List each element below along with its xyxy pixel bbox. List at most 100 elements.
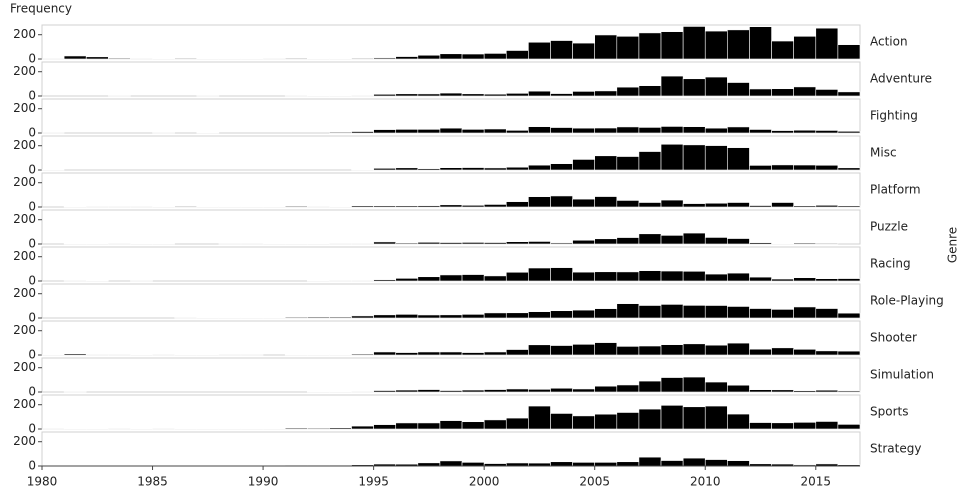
bar (396, 94, 418, 96)
facet-label: Strategy (870, 442, 921, 456)
bar (462, 422, 484, 429)
y-tick-label: 200 (13, 212, 36, 226)
bar (639, 381, 661, 392)
bar (727, 148, 749, 170)
bar (617, 87, 639, 96)
bar (573, 240, 595, 244)
bar (418, 390, 440, 392)
bar (352, 58, 374, 59)
bar (528, 127, 550, 133)
bar (749, 129, 771, 133)
bar (772, 309, 794, 318)
facet-label: Racing (870, 257, 911, 271)
bar (683, 407, 705, 429)
bar (573, 128, 595, 133)
bar (705, 146, 727, 170)
bar (816, 351, 838, 355)
x-tick-label: 2000 (469, 475, 500, 489)
bar (727, 203, 749, 207)
bar (506, 93, 528, 96)
bar (550, 94, 572, 96)
x-tick-label: 2005 (579, 475, 610, 489)
bar (595, 156, 617, 170)
bar (772, 390, 794, 392)
bar (528, 165, 550, 170)
bar (749, 423, 771, 429)
bar (374, 425, 396, 429)
bar (639, 234, 661, 244)
bar (617, 157, 639, 170)
bar (772, 131, 794, 133)
y-tick-label: 200 (13, 323, 36, 337)
bar (130, 280, 152, 281)
bar (573, 272, 595, 281)
bar (396, 314, 418, 318)
bar (794, 349, 816, 355)
bar (285, 317, 307, 318)
bar (573, 159, 595, 170)
facet-label: Role-Playing (870, 294, 944, 308)
bar (639, 86, 661, 96)
bar (462, 168, 484, 170)
bar (440, 205, 462, 207)
bar (374, 352, 396, 355)
x-tick-label: 1990 (248, 475, 279, 489)
bar (573, 310, 595, 318)
bar (727, 461, 749, 466)
facet-label: Shooter (870, 331, 917, 345)
facet-label: Sports (870, 405, 908, 419)
bar (661, 32, 683, 59)
bar (550, 346, 572, 355)
bar (617, 272, 639, 281)
y-tick-label: 200 (13, 286, 36, 300)
bar (727, 273, 749, 281)
bar (307, 206, 329, 207)
bar (617, 238, 639, 244)
bar (528, 91, 550, 96)
bar (374, 94, 396, 96)
bar (838, 424, 860, 429)
bar (374, 391, 396, 392)
bar (816, 130, 838, 133)
bar (816, 243, 838, 244)
facet-label: Puzzle (870, 220, 908, 234)
bar (285, 58, 307, 59)
y-tick-label: 200 (13, 27, 36, 41)
bar (749, 243, 771, 244)
bar (749, 165, 771, 170)
bar (108, 58, 130, 59)
bar (772, 41, 794, 59)
bar (749, 89, 771, 96)
bar (550, 164, 572, 170)
bar (727, 30, 749, 59)
bar (352, 316, 374, 318)
bar (506, 202, 528, 207)
bar (661, 76, 683, 96)
bar (617, 462, 639, 466)
bar (639, 409, 661, 429)
bar (838, 168, 860, 170)
bar (617, 127, 639, 133)
bar (352, 206, 374, 207)
bar (506, 389, 528, 392)
bar (108, 206, 130, 207)
bar (661, 126, 683, 133)
bar (484, 204, 506, 207)
bar (749, 309, 771, 318)
bar (705, 460, 727, 466)
bar (86, 354, 108, 355)
bar (838, 131, 860, 133)
bar (550, 311, 572, 318)
bar (661, 144, 683, 170)
x-tick-label: 1995 (358, 475, 389, 489)
bar (440, 315, 462, 318)
bar (683, 344, 705, 355)
bar (816, 165, 838, 170)
bar (484, 94, 506, 96)
bar (528, 268, 550, 281)
bar (838, 45, 860, 59)
bar (484, 276, 506, 281)
bar (705, 406, 727, 429)
bar (794, 165, 816, 170)
bar (595, 309, 617, 318)
